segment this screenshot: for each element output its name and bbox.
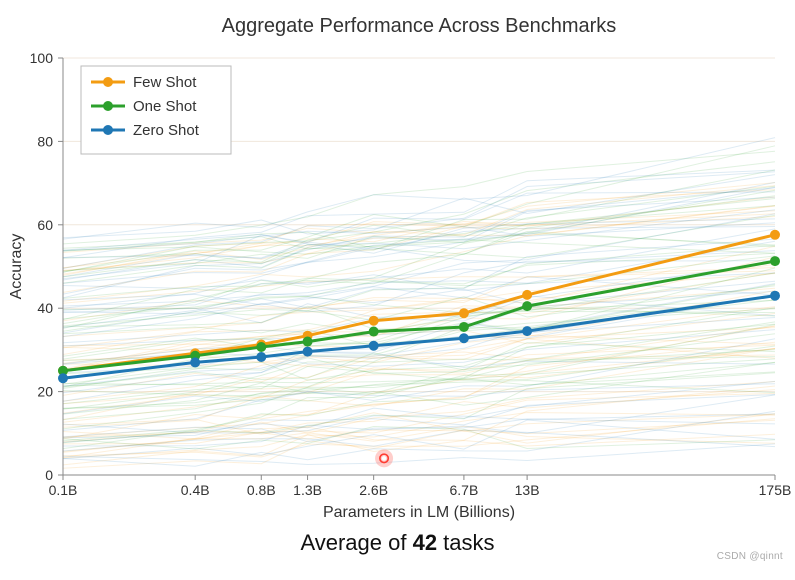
series-marker xyxy=(369,316,379,326)
series-marker xyxy=(770,230,780,240)
accent-marker-core xyxy=(382,456,386,460)
legend: Few Shot One Shot Zero Shot xyxy=(81,66,231,154)
svg-text:60: 60 xyxy=(37,217,53,233)
caption-prefix: Average of xyxy=(300,530,412,555)
svg-text:40: 40 xyxy=(37,300,53,316)
series-marker xyxy=(522,290,532,300)
caption-suffix: tasks xyxy=(437,530,494,555)
svg-text:0.1B: 0.1B xyxy=(49,482,78,498)
series-marker xyxy=(459,333,469,343)
svg-text:0.8B: 0.8B xyxy=(247,482,276,498)
svg-text:2.6B: 2.6B xyxy=(359,482,388,498)
svg-text:100: 100 xyxy=(30,50,54,66)
svg-text:Zero Shot: Zero Shot xyxy=(133,122,200,139)
svg-text:Parameters in LM (Billions): Parameters in LM (Billions) xyxy=(323,504,515,521)
series-marker xyxy=(303,347,313,357)
series-marker xyxy=(58,373,68,383)
svg-text:13B: 13B xyxy=(515,482,540,498)
series-marker xyxy=(190,357,200,367)
series-marker xyxy=(369,341,379,351)
series-marker xyxy=(522,326,532,336)
svg-text:80: 80 xyxy=(37,133,53,149)
svg-text:Aggregate Performance Across B: Aggregate Performance Across Benchmarks xyxy=(222,15,617,37)
svg-text:6.7B: 6.7B xyxy=(450,482,479,498)
series-marker xyxy=(459,322,469,332)
series-marker xyxy=(369,327,379,337)
chart-svg: 0 20 40 60 80 100 0.1B 0.4B 0.8B 1.3B 2.6B 6.7B 13B 1… xyxy=(0,0,795,540)
svg-text:Few Shot: Few Shot xyxy=(133,74,197,91)
series-marker xyxy=(522,301,532,311)
svg-text:0: 0 xyxy=(45,467,53,483)
series-marker xyxy=(256,342,266,352)
svg-text:1.3B: 1.3B xyxy=(293,482,322,498)
series-marker xyxy=(303,337,313,347)
svg-text:175B: 175B xyxy=(759,482,792,498)
watermark-text: CSDN @qinnt xyxy=(717,551,783,562)
series-marker xyxy=(770,291,780,301)
svg-text:20: 20 xyxy=(37,384,53,400)
caption-text: Average of 42 tasks xyxy=(0,530,795,556)
series-marker xyxy=(256,352,266,362)
svg-text:0.4B: 0.4B xyxy=(181,482,210,498)
caption-bold: 42 xyxy=(413,530,437,555)
svg-text:Accuracy: Accuracy xyxy=(8,234,25,300)
chart-container: 0 20 40 60 80 100 0.1B 0.4B 0.8B 1.3B 2.6B 6.7B 13B 1… xyxy=(0,0,795,540)
series-marker xyxy=(770,256,780,266)
svg-text:One Shot: One Shot xyxy=(133,98,197,115)
series-marker xyxy=(459,308,469,318)
